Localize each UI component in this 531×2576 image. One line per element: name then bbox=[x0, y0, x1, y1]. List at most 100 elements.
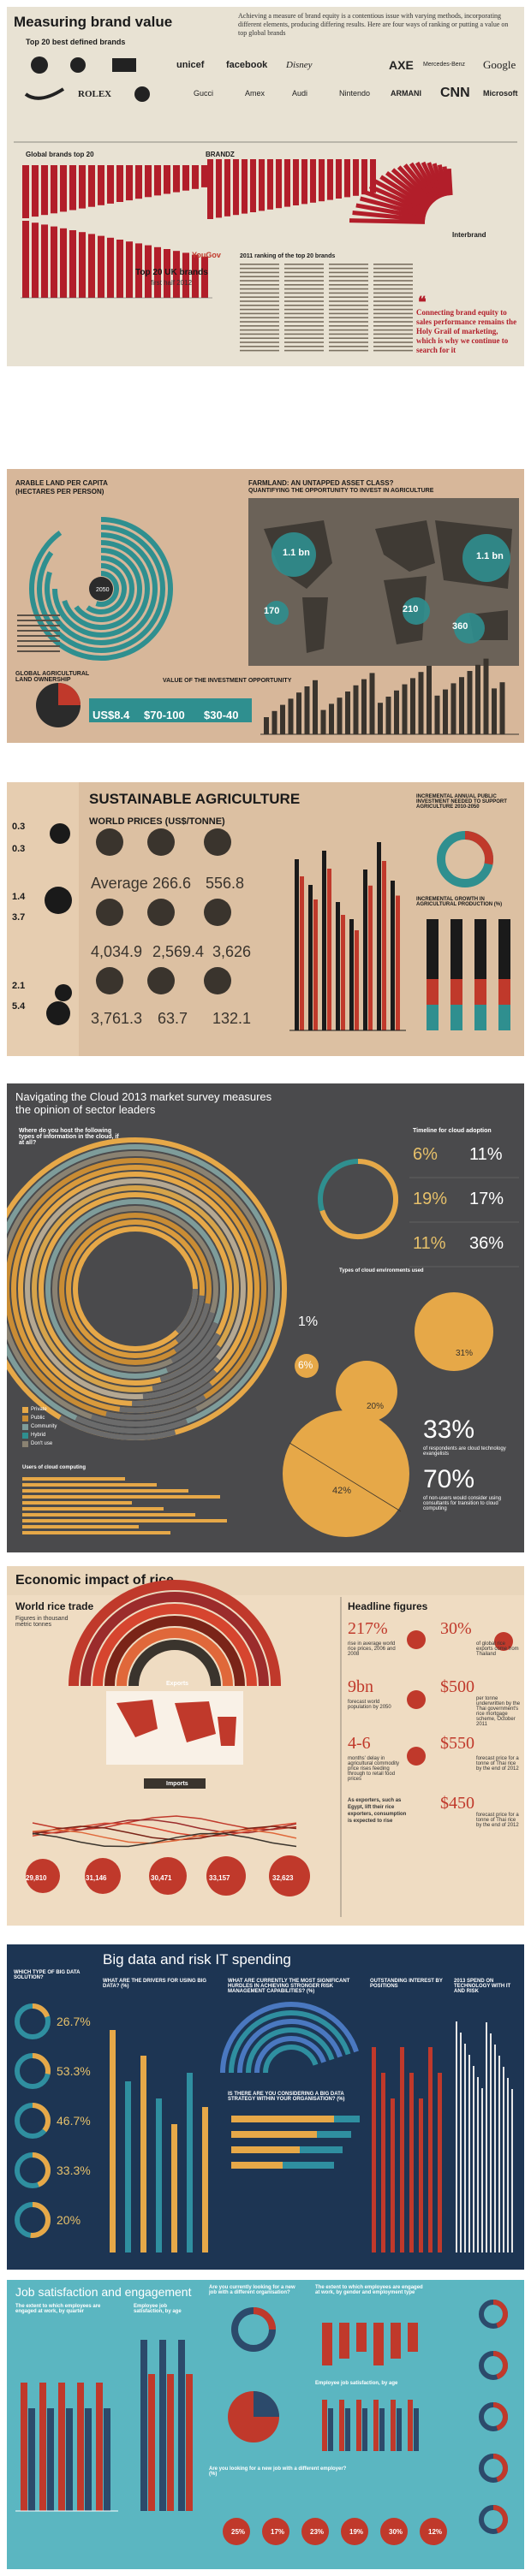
body-text-line bbox=[240, 346, 279, 347]
body-text-line bbox=[240, 284, 279, 286]
bd-donut-slice bbox=[32, 2003, 50, 2018]
arable-arc bbox=[37, 525, 165, 653]
body-text-line bbox=[284, 305, 324, 306]
bd-spend-line bbox=[477, 2077, 479, 2253]
agri-bar-dark bbox=[391, 881, 395, 1030]
cloud-big-33-text: of respondents are cloud technology evan… bbox=[423, 1446, 506, 1457]
brandz-bar bbox=[216, 159, 222, 218]
bd-strategy-bar-2 bbox=[283, 2162, 334, 2169]
job-bar-navy bbox=[104, 2408, 110, 2511]
job-gender-bar bbox=[408, 2323, 418, 2352]
legend-hybrid: Hybrid bbox=[31, 1433, 46, 1438]
invest-bar bbox=[434, 695, 440, 734]
job-pct-1: 17% bbox=[271, 2528, 285, 2536]
agri-bar-red bbox=[313, 899, 318, 1030]
agri-right-title: INCREMENTAL ANNUAL PUBLIC INVESTMENT NEE… bbox=[416, 794, 507, 810]
fig-0-label: rise in average world rice prices, 2006 … bbox=[348, 1641, 396, 1657]
interbrand-ray bbox=[427, 162, 444, 199]
interbrand-ray bbox=[352, 211, 426, 223]
global-bar bbox=[51, 165, 57, 214]
stack-teal bbox=[427, 1005, 439, 1030]
body-text-line bbox=[373, 300, 413, 302]
export-arc bbox=[116, 1628, 233, 1687]
job-bottom-circle bbox=[262, 2518, 289, 2545]
job-bottom-circle bbox=[301, 2518, 329, 2545]
cloud-stat-5: 36% bbox=[469, 1234, 504, 1253]
brandz-bar bbox=[327, 159, 333, 200]
global-bar bbox=[22, 165, 29, 218]
body-text-line bbox=[240, 276, 279, 277]
job-bar-red bbox=[21, 2383, 27, 2511]
rice-year-circle bbox=[149, 1857, 187, 1895]
bigdata-title: Big data and risk IT spending bbox=[103, 1951, 291, 1968]
body-text-line bbox=[329, 325, 368, 327]
map-bubble bbox=[265, 601, 289, 625]
bd-driver-bar bbox=[140, 2056, 146, 2253]
cloud-graphics bbox=[7, 1137, 519, 1537]
body-text-line bbox=[373, 305, 413, 306]
interbrand-ray bbox=[409, 162, 439, 202]
job-bar-red bbox=[77, 2383, 84, 2511]
stack-red bbox=[450, 979, 462, 1005]
brand-subtitle: Top 20 best defined brands bbox=[26, 38, 126, 46]
uk-bar bbox=[173, 251, 180, 298]
job-bottom-circle bbox=[380, 2518, 408, 2545]
global-bar bbox=[164, 165, 170, 194]
fig-3-label: per tonne underwritten by the Thai gover… bbox=[476, 1696, 521, 1727]
bd-interest-bar bbox=[419, 2098, 423, 2253]
job-pct-5: 12% bbox=[428, 2528, 443, 2536]
price-r1-2: 556.8 bbox=[206, 875, 245, 892]
price-r3-3: 132.1 bbox=[212, 1010, 252, 1027]
bigdata-graphics bbox=[15, 2002, 513, 2253]
job-title: Job satisfaction and engagement bbox=[15, 2285, 192, 2299]
job-q2: Employee job satisfaction, by age bbox=[134, 2304, 182, 2314]
brandz-bar bbox=[224, 159, 230, 217]
map-south-america bbox=[302, 597, 328, 653]
legend-private: Private bbox=[31, 1407, 47, 1412]
headline-icon bbox=[407, 1747, 426, 1766]
cloud-stat-1: 11% bbox=[469, 1145, 503, 1164]
interbrand-list-label: 2011 ranking of the top 20 brands bbox=[240, 253, 336, 259]
invest-bar bbox=[427, 666, 432, 734]
cloud-dial-arc bbox=[319, 1159, 398, 1239]
body-text-line bbox=[240, 300, 279, 302]
bd-spend-line bbox=[511, 2089, 513, 2253]
job-pct-4: 30% bbox=[389, 2528, 403, 2536]
price-avg-label: Average bbox=[91, 875, 148, 892]
arable-arc bbox=[29, 517, 173, 661]
cloud-user-bar bbox=[22, 1531, 170, 1534]
job-sat-bar-navy bbox=[345, 2408, 350, 2451]
bd-interest-bar bbox=[391, 2098, 395, 2253]
side-v4: 2.1 bbox=[12, 981, 26, 991]
job-q3: Are you currently looking for a new job … bbox=[209, 2285, 295, 2295]
job-gender-bar bbox=[391, 2323, 401, 2359]
body-text-line bbox=[373, 346, 413, 347]
global-bar bbox=[135, 165, 142, 199]
logo-mercedes: Mercedes-Benz bbox=[423, 62, 466, 68]
cloud-q-left: Where do you host the following types of… bbox=[19, 1128, 119, 1146]
side-v3: 3.7 bbox=[12, 912, 26, 923]
body-text-line bbox=[373, 337, 413, 339]
land-graphics bbox=[17, 498, 519, 735]
imports-band bbox=[144, 1778, 206, 1789]
bd-hurdle-arc bbox=[220, 2002, 359, 2074]
cloud-ring-gap bbox=[119, 1381, 213, 1413]
uk-bar bbox=[88, 234, 95, 298]
body-text-line bbox=[329, 341, 368, 343]
agri-donut-slice bbox=[464, 831, 493, 865]
job-graphics bbox=[15, 2300, 508, 2545]
bd-strategy-bar-2 bbox=[300, 2146, 343, 2153]
bd-spend-line bbox=[481, 2088, 483, 2253]
bd-strategy-bar bbox=[231, 2146, 300, 2153]
body-text-line bbox=[329, 292, 368, 294]
rice-circle-3: 33,157 bbox=[209, 1874, 230, 1882]
global-bar bbox=[116, 165, 123, 202]
brandz-bar bbox=[336, 159, 342, 199]
job-bar-red bbox=[96, 2383, 103, 2511]
fig-3-value: $500 bbox=[440, 1677, 474, 1696]
agri-bar-dark bbox=[377, 842, 381, 1030]
cloud-ring-gap bbox=[132, 1368, 218, 1406]
brandz-bar bbox=[293, 159, 299, 205]
uk-bar bbox=[32, 223, 39, 298]
map-bubble bbox=[454, 613, 485, 644]
